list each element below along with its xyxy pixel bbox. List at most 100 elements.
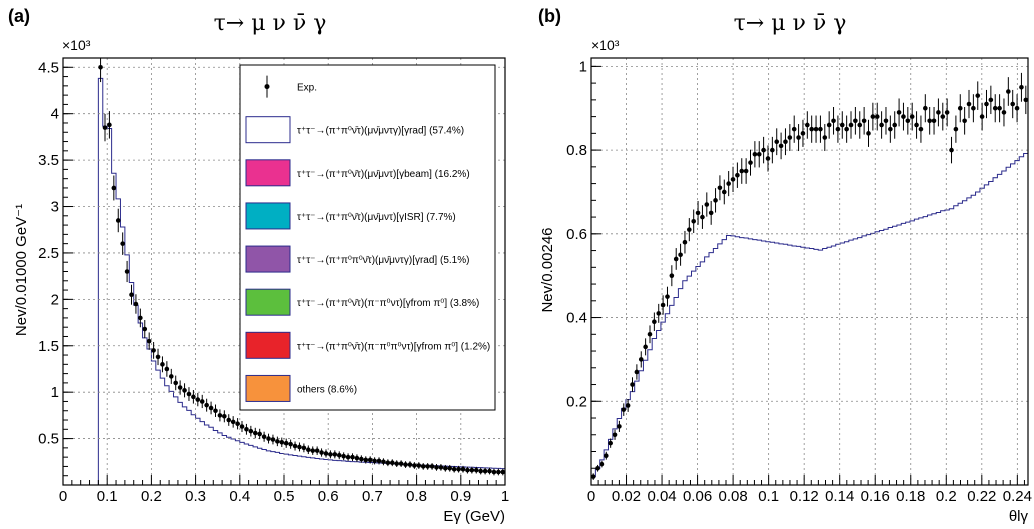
exp-point [465,467,470,473]
legend-swatch [245,288,291,316]
exp-point [931,118,937,124]
x-tick-label: 0.04 [647,488,676,505]
y-multiplier: ×10³ [62,37,91,53]
x-tick-label: 0.22 [967,488,996,505]
exp-point [717,185,723,191]
legend-swatch [245,202,291,230]
exp-point [1014,105,1020,111]
exp-point [412,463,417,468]
x-tick-label: 1 [501,488,509,505]
exp-point [909,114,915,119]
legend-label: Exp. [297,83,317,94]
exp-point [888,126,893,132]
exp-point [835,126,841,132]
exp-point [971,105,976,111]
exp-point [1010,101,1016,107]
exp-point [297,444,302,450]
exp-point [957,105,963,111]
exp-point [248,428,254,434]
exp-point [874,114,880,119]
exp-point [765,156,771,161]
x-tick-label: 0.02 [612,488,641,505]
exp-point [879,122,884,128]
exp-point [491,469,497,475]
exp-point [660,302,666,308]
exp-point [350,454,355,460]
exp-point [682,239,688,245]
exp-point [844,126,849,132]
exp-point [704,202,710,207]
x-tick-label: 0.8 [406,488,427,505]
exp-point [691,218,696,224]
exp-point [730,177,736,182]
exp-point [306,447,311,453]
exp-point [892,122,898,128]
exp-point [770,147,775,153]
exp-point [761,147,766,153]
exp-point [345,454,351,460]
exp-point [310,448,316,453]
x-tick-label: 0.14 [825,488,854,505]
legend-swatch [245,374,291,402]
legend-label: τ⁺τ⁻→(π⁺π⁰ν̄τ)(μν̄μντ)[γISR] (7.7%) [297,212,456,223]
exp-point [783,139,788,145]
exp-point [949,147,954,153]
x-tick-label: 0.12 [790,488,819,505]
x-tick-label: 0.7 [362,488,383,505]
exp-point [460,466,466,472]
exp-point [469,467,475,473]
x-tick-label: 0.24 [1003,488,1032,505]
exp-point [217,413,223,418]
exp-point [496,469,501,475]
exp-point [1019,85,1024,90]
y-tick-label: 0.2 [566,393,587,410]
exp-point [107,122,112,128]
y-tick-label: 3.5 [38,152,59,169]
exp-point [603,453,609,458]
exp-point [638,357,644,362]
x-tick-label: 0.1 [758,488,779,505]
exp-point [936,110,941,115]
exp-point [634,369,640,375]
exp-point [652,319,657,325]
exp-point [319,450,324,455]
exp-point [451,466,457,472]
exp-point [1023,97,1029,103]
exp-point [630,382,635,387]
exp-point [708,210,714,216]
exp-point [883,118,889,124]
panel-label: (b) [538,6,561,26]
exp-point [381,459,386,465]
exp-point [133,301,139,307]
exp-point [726,181,731,186]
exp-point [394,461,400,466]
exp-point [142,326,148,332]
legend-label: others (8.6%) [297,384,357,395]
exp-point [275,439,280,444]
exp-point [359,456,364,462]
exp-point [336,452,342,458]
legend-label: τ⁺τ⁻→(π⁺π⁰ν̄τ)(π⁻π⁰ντ)[γfrom π⁰] (3.8%) [297,298,479,309]
exp-point [270,437,276,442]
exp-point [643,344,648,350]
exp-point [721,189,727,195]
exp-point [438,465,444,470]
exp-point [608,440,613,446]
exp-point [809,126,814,132]
exp-point [826,122,832,128]
exp-point [155,354,161,360]
y-axis-label: Nev/0.00246 [539,227,556,312]
x-tick-label: 0.6 [318,488,339,505]
histogram-series-6 [97,77,506,486]
exp-point [182,388,187,393]
exp-point [857,122,863,128]
exp-point [226,417,232,423]
panel-label: (a) [8,6,30,26]
x-tick-label: 0.08 [719,488,748,505]
x-tick-label: 0.9 [450,488,471,505]
x-tick-label: 0.06 [683,488,712,505]
exp-point [914,122,919,128]
exp-point [120,241,125,246]
exp-point [822,135,828,140]
exp-point [354,455,360,461]
